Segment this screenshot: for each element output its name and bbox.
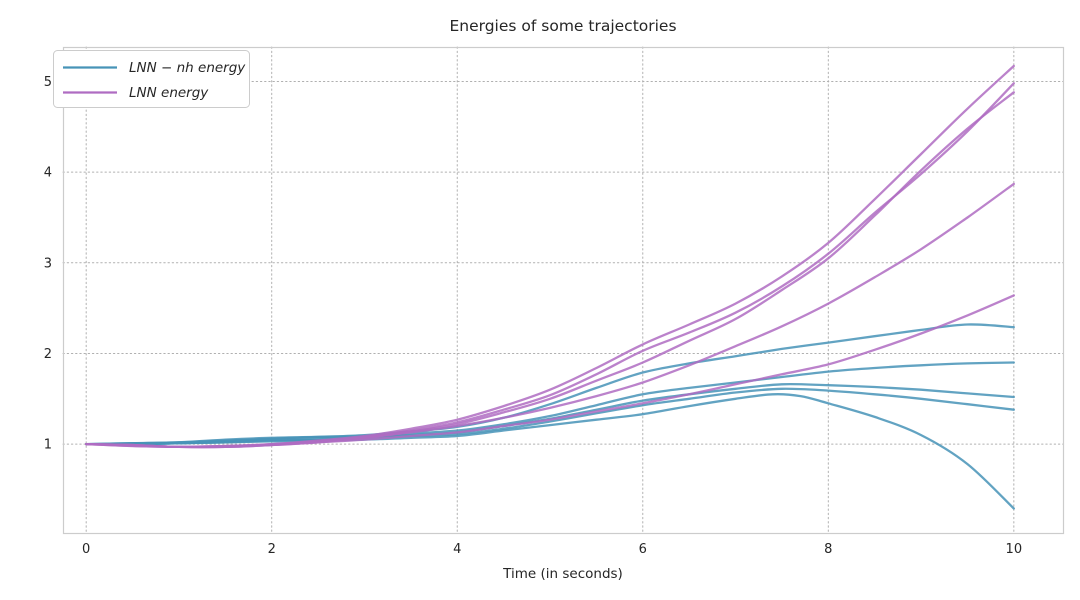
series-lines	[85, 64, 1015, 510]
legend: LNN − nh energy LNN energy	[53, 50, 250, 108]
plot-border	[62, 46, 1065, 535]
series-line-lnn-traj-4	[85, 182, 1015, 449]
x-tick-label: 4	[453, 542, 461, 557]
series-line-lnn-nh-traj-5	[85, 393, 1015, 510]
series-line-lnn-traj-2	[85, 82, 1015, 449]
chart-title: Energies of some trajectories	[449, 17, 676, 35]
legend-label-lnn-energy: LNN energy	[129, 85, 209, 101]
x-axis-label: Time (in seconds)	[502, 566, 623, 582]
legend-label-lnn-nh-energy: LNN − nh energy	[129, 60, 246, 76]
y-tick-labels: 1 2 3 4 5	[44, 75, 52, 453]
x-tick-label: 6	[639, 542, 647, 557]
series-line-lnn-traj-5	[85, 294, 1015, 449]
y-tick-label: 1	[44, 438, 52, 453]
series-line-lnn-nh-traj-3	[85, 382, 1015, 446]
y-tick-label: 2	[44, 347, 52, 362]
x-tick-label: 10	[1006, 542, 1023, 557]
grid	[62, 46, 1064, 534]
x-tick-label: 8	[824, 542, 832, 557]
y-tick-label: 3	[44, 256, 52, 271]
series-line-lnn-traj-1	[85, 64, 1015, 449]
x-tick-label: 2	[268, 542, 276, 557]
x-tick-labels: 0 2 4 6 8 10	[82, 542, 1022, 557]
y-tick-label: 5	[44, 75, 52, 90]
y-tick-label: 4	[44, 166, 52, 181]
x-tick-label: 0	[82, 542, 90, 557]
series-line-lnn-nh-traj-2	[85, 361, 1015, 446]
